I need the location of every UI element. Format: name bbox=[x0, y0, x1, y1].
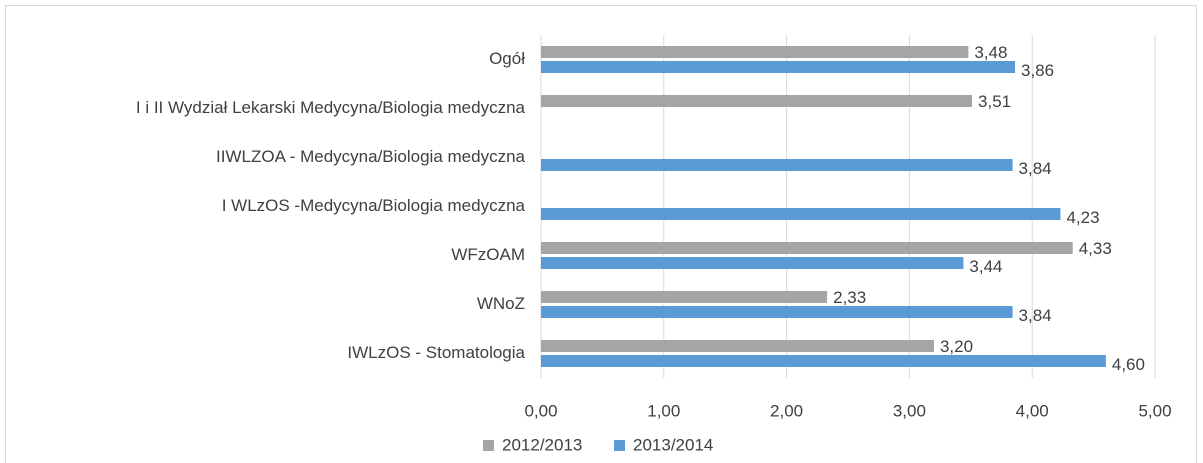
bar bbox=[541, 46, 969, 58]
x-tick-label: 0,00 bbox=[524, 401, 557, 420]
bar bbox=[541, 340, 934, 352]
value-label: 3,86 bbox=[1021, 61, 1054, 80]
y-tick-label: IIWLZOA - Medycyna/Biologia medyczna bbox=[216, 147, 526, 166]
x-tick-label: 5,00 bbox=[1138, 401, 1171, 420]
bar bbox=[541, 242, 1073, 254]
value-label: 2,33 bbox=[833, 288, 866, 307]
y-tick-label: I i II Wydział Lekarski Medycyna/Biologi… bbox=[136, 98, 526, 117]
bar bbox=[541, 159, 1013, 171]
legend-swatch bbox=[483, 440, 494, 451]
x-tick-label: 3,00 bbox=[893, 401, 926, 420]
y-tick-label: WFzOAM bbox=[451, 245, 525, 264]
value-label: 4,23 bbox=[1066, 208, 1099, 227]
value-label: 3,84 bbox=[1019, 159, 1052, 178]
y-tick-label: IWLzOS - Stomatologia bbox=[347, 343, 525, 362]
value-label: 4,60 bbox=[1112, 355, 1145, 374]
bar bbox=[541, 355, 1106, 367]
y-tick-label: Ogół bbox=[489, 49, 525, 68]
legend-label: 2013/2014 bbox=[633, 435, 713, 454]
value-label: 3,48 bbox=[974, 43, 1007, 62]
bar bbox=[541, 61, 1016, 73]
y-tick-label: WNoZ bbox=[477, 294, 525, 313]
bar bbox=[541, 306, 1013, 318]
legend-label: 2012/2013 bbox=[502, 435, 582, 454]
y-tick-label: I WLzOS -Medycyna/Biologia medyczna bbox=[222, 196, 526, 215]
value-label: 4,33 bbox=[1079, 239, 1112, 258]
x-tick-label: 2,00 bbox=[770, 401, 803, 420]
legend-swatch bbox=[614, 440, 625, 451]
x-tick-label: 1,00 bbox=[647, 401, 680, 420]
bar bbox=[541, 208, 1061, 220]
bar bbox=[541, 95, 973, 107]
value-label: 3,51 bbox=[978, 92, 1011, 111]
bar bbox=[541, 291, 828, 303]
value-label: 3,44 bbox=[969, 257, 1002, 276]
value-label: 3,84 bbox=[1019, 306, 1052, 325]
value-label: 3,20 bbox=[940, 337, 973, 356]
bar bbox=[541, 257, 964, 269]
chart-border bbox=[5, 5, 1197, 463]
x-tick-label: 4,00 bbox=[1016, 401, 1049, 420]
